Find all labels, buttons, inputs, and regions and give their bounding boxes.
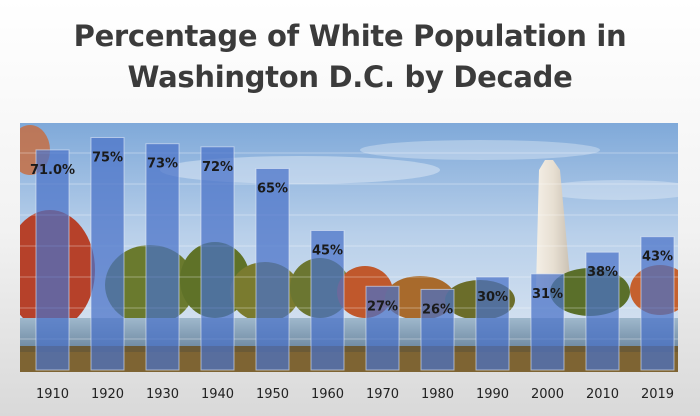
x-tick-label-2000: 2000	[531, 387, 564, 402]
gridlines	[20, 152, 678, 340]
bar-1920	[90, 137, 125, 371]
bar-2000	[530, 273, 565, 371]
bar-1950	[255, 168, 290, 371]
data-label-1950: 65%	[257, 182, 288, 197]
x-tick-label-1970: 1970	[366, 387, 399, 402]
data-label-2000: 31%	[532, 287, 563, 302]
bar-2010	[585, 251, 620, 371]
x-tick-label-1950: 1950	[256, 387, 289, 402]
x-tick-label-1910: 1910	[36, 387, 69, 402]
data-label-2019: 43%	[642, 250, 673, 265]
bar-1980	[420, 288, 455, 371]
x-tick-label-2010: 2010	[586, 387, 619, 402]
bar-1960	[310, 230, 345, 371]
data-label-1990: 30%	[477, 290, 508, 305]
x-tick-label-1930: 1930	[146, 387, 179, 402]
chart-title-line-1: Percentage of White Population in	[73, 19, 627, 53]
bar-1940	[200, 146, 235, 371]
x-tick-label-2019: 2019	[641, 387, 674, 402]
bar-1930	[145, 143, 180, 371]
x-tick-label-1940: 1940	[201, 387, 234, 402]
data-label-1940: 72%	[202, 160, 233, 175]
x-tick-label-1980: 1980	[421, 387, 454, 402]
data-label-1960: 45%	[312, 244, 343, 259]
data-label-1910: 71.0%	[30, 163, 75, 178]
data-label-1920: 75%	[92, 151, 123, 166]
data-label-1980: 26%	[422, 302, 453, 317]
data-label-2010: 38%	[587, 265, 618, 280]
bar-1910	[35, 149, 70, 371]
bar-2019	[640, 236, 675, 371]
bar-1990	[475, 276, 510, 371]
x-tick-label-1920: 1920	[91, 387, 124, 402]
data-label-1930: 73%	[147, 157, 178, 172]
chart-title-line-2: Washington D.C. by Decade	[127, 60, 573, 94]
x-tick-label-1990: 1990	[476, 387, 509, 402]
data-label-1970: 27%	[367, 299, 398, 314]
bar-1970	[365, 285, 400, 371]
washington-monument	[536, 160, 571, 288]
x-tick-label-1960: 1960	[311, 387, 344, 402]
